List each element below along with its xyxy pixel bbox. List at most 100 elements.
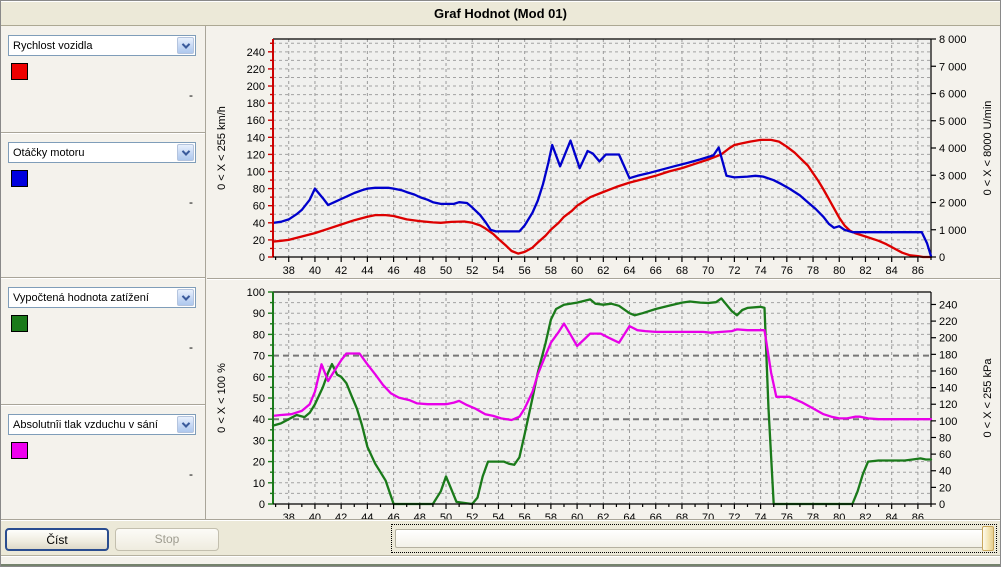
chevron-down-icon[interactable] xyxy=(177,144,194,161)
svg-text:84: 84 xyxy=(886,512,898,521)
svg-text:7 000: 7 000 xyxy=(939,61,967,73)
channel-3-value: - xyxy=(189,340,193,354)
window-title: Graf Hodnot (Mod 01) xyxy=(1,1,1000,26)
x-axis: 38 40 42 44 46 48 50 52 54 56 58 60 62 64 66 68 70 72 74 76… xyxy=(273,503,932,521)
series-absolutn-i-tlak-vzduchu-v-s-n- xyxy=(271,322,933,422)
svg-text:0: 0 xyxy=(939,252,945,264)
chevron-down-icon[interactable] xyxy=(177,289,194,306)
svg-text:80: 80 xyxy=(253,184,265,196)
svg-text:180: 180 xyxy=(939,349,957,361)
svg-text:140: 140 xyxy=(939,383,957,395)
svg-text:48: 48 xyxy=(414,512,426,521)
svg-text:72: 72 xyxy=(728,265,740,277)
svg-text:44: 44 xyxy=(361,265,373,277)
channel-section-4: Absolutnîi tlak vzduchu v sání - xyxy=(1,404,205,520)
channel-1-value: - xyxy=(189,88,193,102)
svg-text:56: 56 xyxy=(519,265,531,277)
svg-text:2 000: 2 000 xyxy=(939,198,967,210)
series-vypo-ten-hodnota-zat-en- xyxy=(271,297,933,506)
svg-text:220: 220 xyxy=(247,64,265,76)
svg-text:78: 78 xyxy=(807,512,819,521)
svg-text:0: 0 xyxy=(939,499,945,511)
svg-text:4 000: 4 000 xyxy=(939,143,967,155)
svg-text:52: 52 xyxy=(466,512,478,521)
svg-text:84: 84 xyxy=(886,265,898,277)
svg-text:50: 50 xyxy=(253,393,265,405)
svg-text:74: 74 xyxy=(754,512,766,521)
right-axis: 0 20 40 60 80 100 120 140 160 180 200 220 240 xyxy=(931,299,957,511)
svg-text:70: 70 xyxy=(702,512,714,521)
svg-text:54: 54 xyxy=(492,265,504,277)
channel-select-1[interactable]: Rychlost vozidla xyxy=(8,35,196,56)
stop-button[interactable]: Stop xyxy=(115,528,219,551)
svg-text:86: 86 xyxy=(912,512,924,521)
svg-text:240: 240 xyxy=(939,299,957,311)
svg-text:76: 76 xyxy=(781,265,793,277)
series-ot-ky-motoru xyxy=(271,139,933,258)
chevron-down-icon[interactable] xyxy=(177,37,194,54)
channel-select-3[interactable]: Vypočtená hodnota zatížení xyxy=(8,287,196,308)
bottom-chart: 0 10 20 30 40 50 60 70 80 90 100 38 40 42 44 46 48 50 52 54… xyxy=(216,287,994,521)
svg-text:100: 100 xyxy=(939,416,957,428)
svg-text:3 000: 3 000 xyxy=(939,170,967,182)
svg-text:1 000: 1 000 xyxy=(939,225,967,237)
channel-section-3: Vypočtená hodnota zatížení - xyxy=(1,277,205,404)
svg-text:72: 72 xyxy=(728,512,740,521)
svg-text:60: 60 xyxy=(253,372,265,384)
svg-text:38: 38 xyxy=(283,265,295,277)
channel-select-3-label: Vypočtená hodnota zatížení xyxy=(13,291,149,304)
gridlines xyxy=(273,39,931,257)
svg-text:40: 40 xyxy=(939,466,951,478)
svg-text:20: 20 xyxy=(939,482,951,494)
svg-text:90: 90 xyxy=(253,308,265,320)
svg-text:48: 48 xyxy=(414,265,426,277)
svg-text:66: 66 xyxy=(650,265,662,277)
read-button[interactable]: Číst xyxy=(5,528,109,551)
svg-text:42: 42 xyxy=(335,512,347,521)
channel-select-4[interactable]: Absolutnîi tlak vzduchu v sání xyxy=(8,414,196,435)
svg-text:44: 44 xyxy=(361,512,373,521)
status-bar xyxy=(1,555,1000,566)
svg-text:70: 70 xyxy=(253,351,265,363)
svg-text:8 000: 8 000 xyxy=(939,34,967,46)
channel-4-color-swatch xyxy=(11,442,28,459)
bottom-chart-box: 0 10 20 30 40 50 60 70 80 90 100 38 40 42 44 46 48 50 52 54… xyxy=(207,278,1000,521)
svg-text:0: 0 xyxy=(259,499,265,511)
progress-slider-thumb[interactable] xyxy=(982,526,994,551)
svg-text:70: 70 xyxy=(702,265,714,277)
channel-section-1: Rychlost vozidla - xyxy=(1,26,205,132)
top-chart: 0 20 40 60 80 100 120 140 160 180 200 220 240 38 40 42 4… xyxy=(216,34,994,277)
channel-2-color-swatch xyxy=(11,170,28,187)
svg-text:58: 58 xyxy=(545,512,557,521)
progress-slider-track[interactable] xyxy=(395,529,993,548)
svg-text:220: 220 xyxy=(939,316,957,328)
svg-text:46: 46 xyxy=(387,265,399,277)
svg-text:46: 46 xyxy=(387,512,399,521)
svg-text:82: 82 xyxy=(859,512,871,521)
svg-text:52: 52 xyxy=(466,265,478,277)
right-axis-label: 0 < X < 8000 U/min xyxy=(982,101,994,196)
left-axis: 0 20 40 60 80 100 120 140 160 180 200 220 240 xyxy=(247,39,274,264)
svg-text:58: 58 xyxy=(545,265,557,277)
svg-text:20: 20 xyxy=(253,457,265,469)
svg-text:54: 54 xyxy=(492,512,504,521)
svg-text:60: 60 xyxy=(253,201,265,213)
svg-text:120: 120 xyxy=(939,399,957,411)
svg-text:140: 140 xyxy=(247,132,265,144)
right-axis-label: 0 < X < 255 kPa xyxy=(982,358,994,438)
svg-text:160: 160 xyxy=(939,366,957,378)
series-rychlost-vozidla xyxy=(271,138,933,259)
svg-text:68: 68 xyxy=(676,265,688,277)
svg-text:62: 62 xyxy=(597,265,609,277)
svg-text:38: 38 xyxy=(283,512,295,521)
chevron-down-icon[interactable] xyxy=(177,416,194,433)
right-axis: 0 1 000 2 000 3 000 4 000 5 000 6 000 7 000 8 00… xyxy=(931,34,967,264)
channel-select-2[interactable]: Otáčky motoru xyxy=(8,142,196,163)
chart-panel: 0 20 40 60 80 100 120 140 160 180 200 220 240 38 40 42 4… xyxy=(207,26,1000,521)
svg-text:62: 62 xyxy=(597,512,609,521)
svg-text:66: 66 xyxy=(650,512,662,521)
progress-slider[interactable] xyxy=(391,524,997,553)
svg-text:42: 42 xyxy=(335,265,347,277)
channel-3-color-swatch xyxy=(11,315,28,332)
